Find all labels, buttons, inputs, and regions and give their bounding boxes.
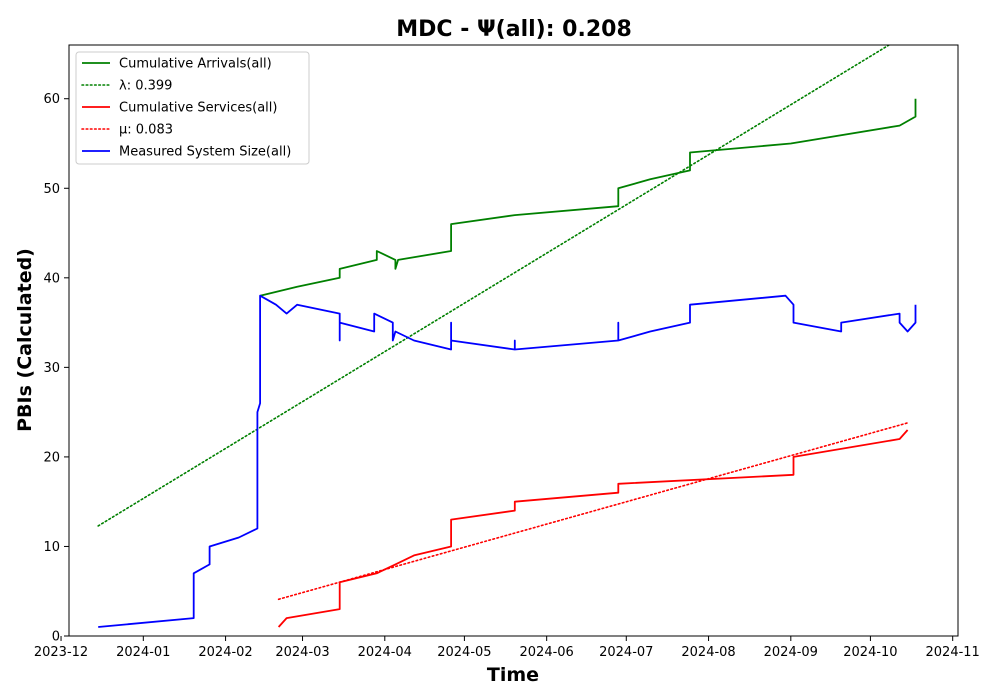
legend-label: Cumulative Arrivals(all) — [119, 57, 272, 72]
y-tick-label: 40 — [43, 271, 60, 286]
y-axis: 0 10 20 30 40 50 60 — [43, 92, 69, 645]
series-line-cumulative-arrivals-all — [259, 98, 917, 297]
legend-label: μ: 0.083 — [119, 123, 173, 138]
legend-label: Cumulative Services(all) — [119, 101, 277, 116]
x-tick-label: 2024-01 — [116, 645, 170, 660]
y-tick-label: 60 — [43, 92, 60, 107]
legend-label: Measured System Size(all) — [119, 145, 291, 160]
y-tick-label: 30 — [43, 361, 60, 376]
x-tick-label: 2024-11 — [926, 645, 980, 660]
series-line-cumulative-services-all — [277, 429, 909, 628]
legend: Cumulative Arrivals(all) λ: 0.399 Cumulati… — [75, 51, 310, 165]
x-tick-label: 2024-07 — [599, 645, 653, 660]
y-tick-label: 20 — [43, 450, 60, 465]
y-tick-label: 10 — [43, 540, 60, 555]
legend-box — [75, 51, 310, 165]
series-line-0-399 — [97, 45, 890, 527]
x-axis: 2023-12 2024-01 2024-02 2024-03 2024-04 2024-… — [34, 636, 980, 660]
x-tick-label: 2024-02 — [198, 645, 252, 660]
x-tick-label: 2024-10 — [843, 645, 897, 660]
x-tick-label: 2024-09 — [764, 645, 818, 660]
x-tick-label: 2024-08 — [681, 645, 735, 660]
series-line-measured-system-size-all — [98, 294, 917, 628]
y-tick-label: 0 — [52, 630, 60, 645]
x-tick-label: 2024-04 — [358, 645, 412, 660]
x-tick-label: 2024-05 — [437, 645, 491, 660]
series-line-0-083 — [277, 422, 909, 601]
x-tick-label: 2023-12 — [34, 645, 88, 660]
y-tick-label: 50 — [43, 182, 60, 197]
x-axis-label: Time — [487, 664, 539, 686]
chart-title: MDC - Ψ(all): 0.208 — [396, 17, 632, 42]
plot-frame — [68, 44, 959, 637]
y-axis-label: PBIs (Calculated) — [14, 248, 36, 432]
x-tick-label: 2024-06 — [520, 645, 574, 660]
legend-label: λ: 0.399 — [119, 79, 172, 94]
x-tick-label: 2024-03 — [275, 645, 329, 660]
